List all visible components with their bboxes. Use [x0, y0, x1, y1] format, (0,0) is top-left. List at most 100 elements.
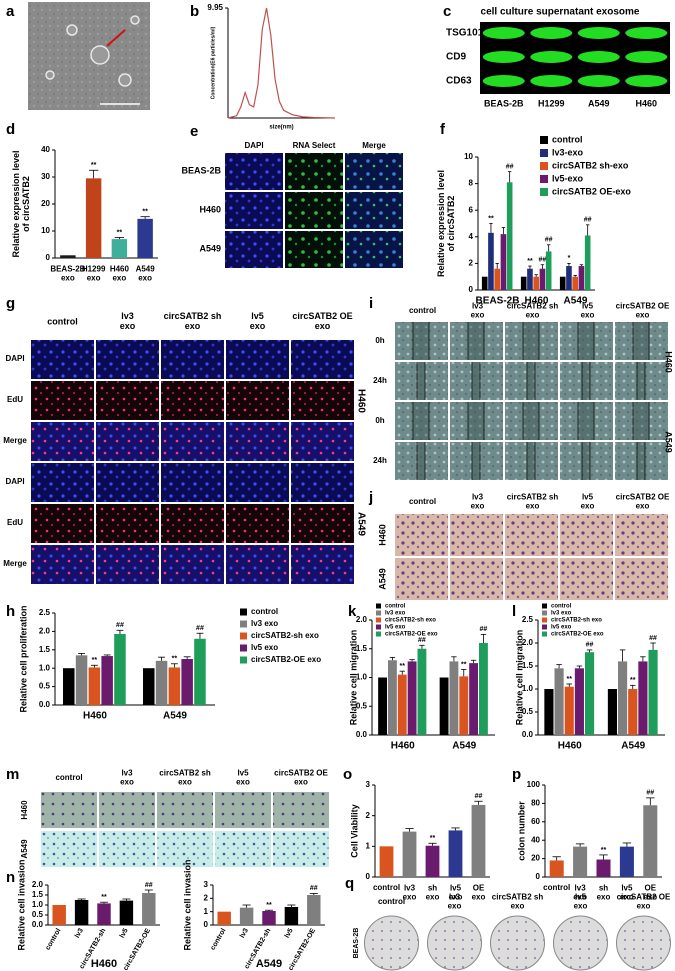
text-line: A549 [136, 265, 156, 274]
micrograph [31, 381, 94, 420]
bar [566, 266, 572, 290]
bar [449, 661, 459, 735]
legend-label: circSATB2-OE exo [385, 632, 438, 638]
legend-swatch [376, 603, 381, 609]
label: circSATB2 sh exo [492, 893, 544, 911]
wound-image [505, 322, 558, 360]
text-line: exo [315, 321, 331, 331]
y-axis-label: Concentration(E6 particles/ml) [210, 26, 216, 99]
x-tick-label: A549 exo [136, 265, 156, 283]
micrograph [345, 231, 403, 268]
label: circSATB2 sh exo [164, 311, 222, 331]
bar [618, 661, 628, 735]
y-tick-label: 0 [366, 872, 371, 881]
text-line: lv3 [472, 493, 484, 502]
label: BEAS-2B [484, 98, 524, 108]
y-tick-label: 1.5 [39, 645, 51, 654]
wound-gap [468, 402, 484, 440]
legend-swatch [540, 175, 548, 183]
text-line: circSATB2 sh [492, 893, 544, 902]
y-tick-label: 30 [41, 172, 50, 181]
label: lv3 exo [471, 493, 485, 511]
bar [284, 907, 299, 925]
text-line: lv5 [237, 769, 249, 778]
significance-label: ## [196, 625, 204, 632]
y-axis-label: Relative cell migration [348, 630, 358, 726]
bar [500, 234, 507, 290]
legend-swatch [542, 610, 547, 616]
x-tick-label: lv3 [239, 927, 250, 939]
y-tick-label: 0.5 [32, 910, 44, 919]
wound-image [450, 322, 503, 360]
x-axis-label: H460 [91, 958, 117, 970]
text-line: of circSATB2 [21, 176, 31, 232]
invasion-image [273, 831, 329, 867]
y-tick-label: 1.0 [32, 900, 44, 909]
micrograph [291, 463, 354, 502]
label: BEAS-2B [181, 165, 221, 175]
bar [607, 689, 617, 735]
wound-image [450, 402, 503, 440]
label: circSATB2 OE exo [292, 311, 352, 331]
wound-image [615, 362, 668, 400]
transwell-image [505, 558, 558, 600]
micrograph [96, 545, 159, 584]
micrograph [161, 422, 224, 461]
bar [459, 676, 469, 735]
bar [544, 689, 554, 735]
wound-image [505, 362, 558, 400]
y-tick-label: 2.0 [356, 615, 368, 624]
x-tick-label: control [210, 927, 228, 951]
vesicle [118, 73, 132, 87]
significance-label: ## [506, 163, 514, 170]
y-tick-label: 1 [366, 841, 371, 850]
wound-gap [472, 362, 480, 400]
bar [648, 649, 658, 735]
panel-label: o [343, 766, 352, 783]
bar [448, 830, 463, 877]
wound-gap [633, 402, 649, 440]
label: H1299 [538, 98, 565, 108]
micrograph [291, 545, 354, 584]
x-tick-label: H460 [525, 296, 549, 307]
y-tick-label: 2 [469, 259, 474, 268]
legend-label: lv5-exo [552, 173, 584, 183]
legend-label: lv3 exo [385, 611, 406, 617]
micrograph [96, 422, 159, 461]
significance-label: ## [475, 793, 483, 800]
label: A549 [664, 431, 674, 453]
y-tick-label: 0.5 [356, 701, 368, 710]
legend-swatch [376, 624, 381, 630]
panel-label: q [345, 875, 354, 892]
bar [628, 689, 638, 735]
tem-image [28, 2, 150, 110]
blot-band [482, 27, 525, 39]
y-tick-label: 1 [204, 907, 209, 916]
label: control [55, 773, 82, 782]
bar [520, 276, 527, 290]
bar [573, 846, 588, 877]
panel-label: d [6, 121, 15, 138]
text-line: exo [138, 274, 152, 283]
wound-gap [578, 402, 594, 440]
significance-label: ** [266, 902, 272, 909]
text-line: exo [471, 502, 485, 511]
y-tick-label: 4 [469, 232, 474, 241]
micrograph [226, 463, 289, 502]
y-tick-label: 0.5 [522, 707, 534, 716]
y-axis-label: Relative cell invasion [16, 859, 26, 950]
invasion-image [157, 792, 213, 828]
bar [494, 268, 500, 290]
y-tick-label: 0.0 [522, 730, 534, 739]
text-line: lv3 [575, 884, 587, 893]
significance-label: ## [116, 622, 124, 629]
wound-gap [633, 322, 649, 360]
label: 0h [375, 336, 384, 345]
text-line: circSATB2 OE [617, 893, 671, 902]
text-line: H1299 [82, 265, 106, 274]
legend-swatch [240, 620, 247, 628]
significance-label: ## [310, 885, 318, 892]
legend-swatch [240, 632, 247, 640]
wound-gap [472, 442, 480, 480]
significance-label: ** [461, 661, 467, 668]
